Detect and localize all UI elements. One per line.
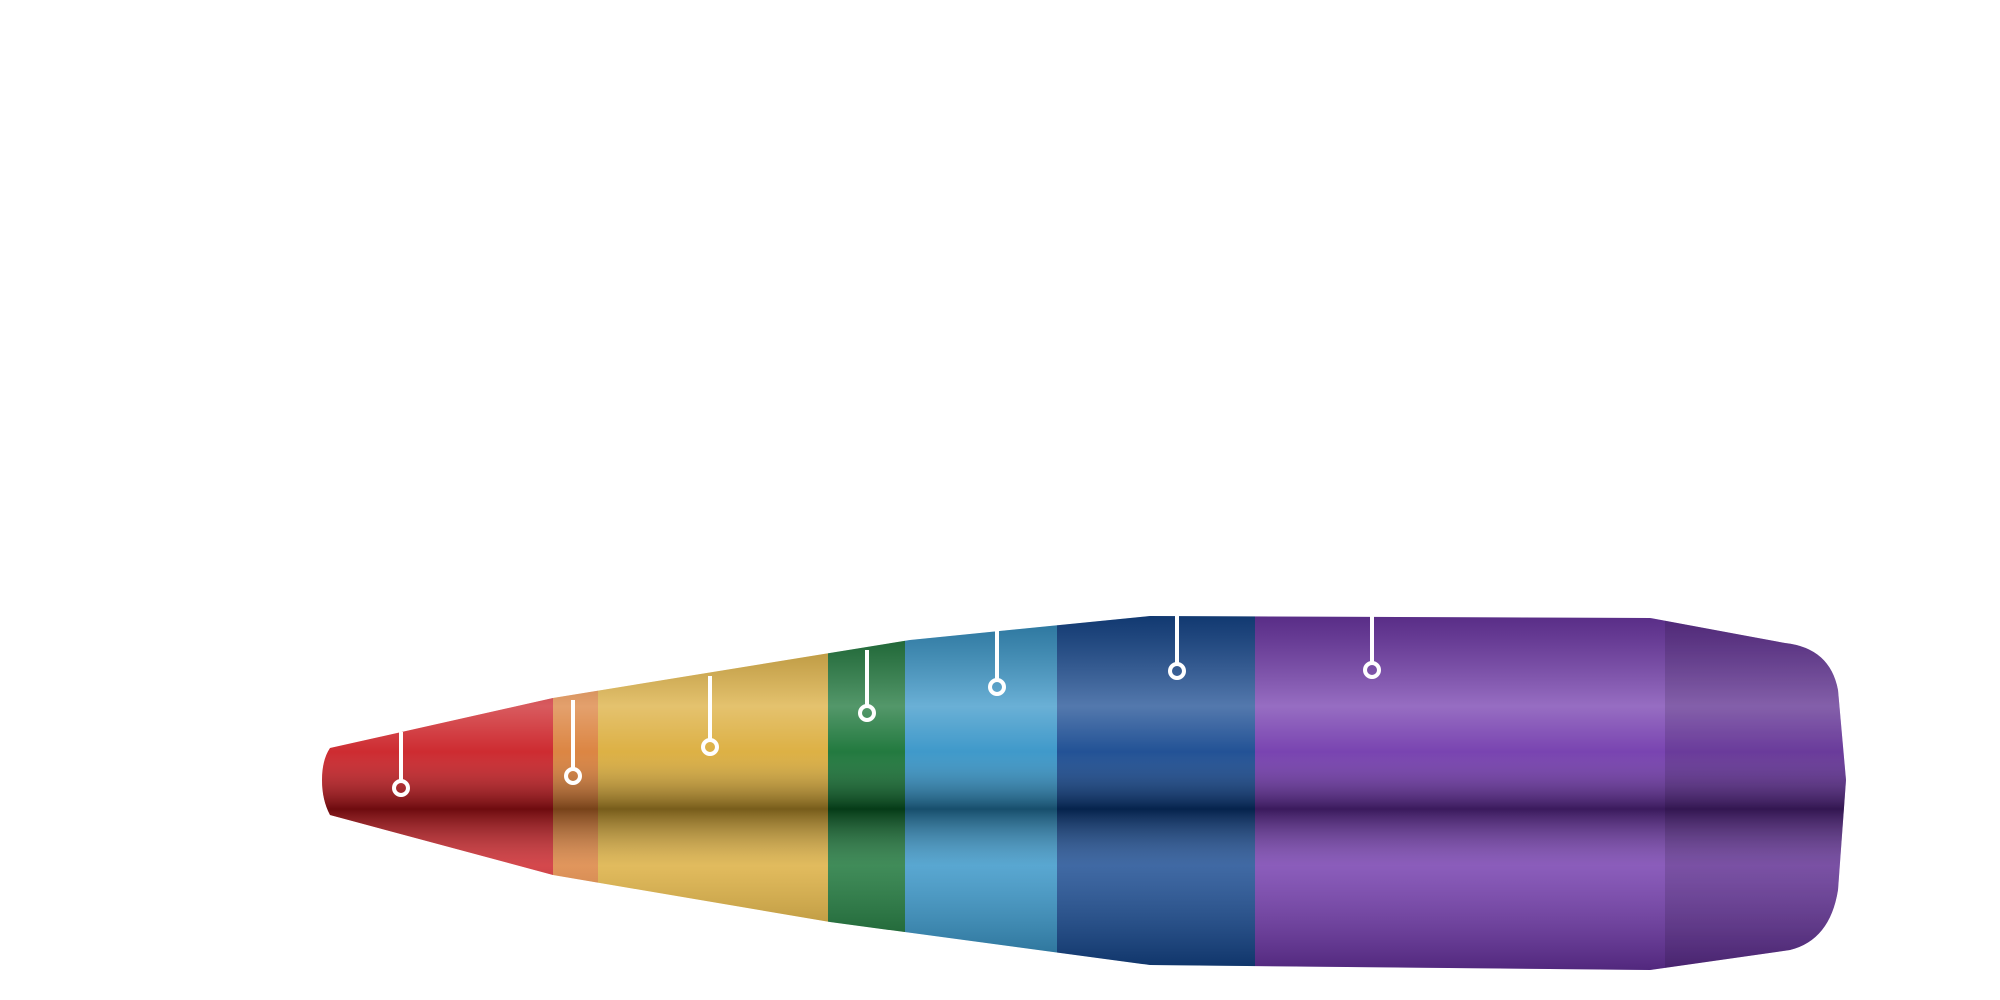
callout-6 <box>1168 612 1186 680</box>
metal-shine <box>322 616 1846 970</box>
bullet-body <box>322 616 1846 970</box>
callout-1 <box>392 732 410 797</box>
callout-markers <box>392 612 1381 797</box>
callout-2 <box>564 700 582 785</box>
callout-4 <box>858 650 876 722</box>
callout-7 <box>1363 612 1381 679</box>
callout-5 <box>988 630 1006 696</box>
boattail-shade <box>1665 616 1846 970</box>
callout-3 <box>701 676 719 756</box>
